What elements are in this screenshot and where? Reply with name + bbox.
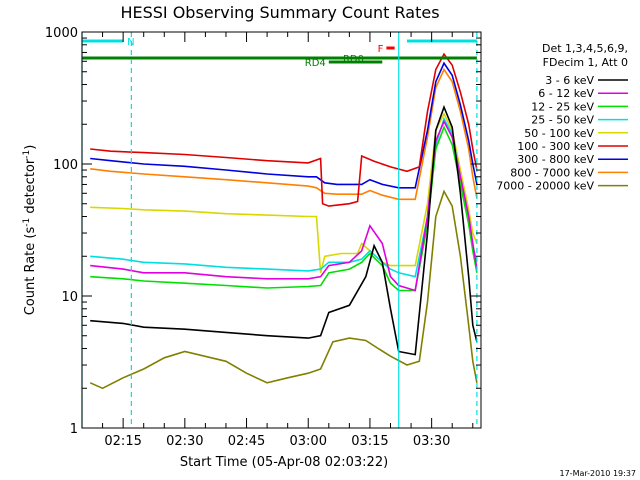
legend-entry-label: 800 - 7000 keV — [510, 166, 594, 179]
flag-label-f: F — [378, 44, 384, 55]
series-line-9 — [89, 189, 478, 390]
legend-entry-label: 300 - 800 keV — [517, 153, 594, 166]
plot-frame — [81, 31, 482, 429]
y-label-close: ) — [23, 145, 38, 150]
legend-entry-label: 50 - 100 keV — [524, 127, 594, 140]
series-line-3 — [90, 125, 478, 292]
y-tick-label: 1 — [70, 422, 78, 437]
y-tick-label: 100 — [53, 158, 78, 173]
x-axis-label: Start Time (05-Apr-08 02:03:22) — [180, 455, 388, 470]
y-label-mid: detector — [23, 158, 38, 218]
x-tick-label: 03:30 — [413, 434, 450, 449]
legend-entry-label: 12 - 25 keV — [531, 100, 594, 113]
series-line-5 — [90, 112, 478, 273]
y-axis-label: Count Rate (s-1 detector-1) — [22, 145, 38, 316]
plot-area — [89, 52, 478, 390]
series-line-8 — [90, 67, 478, 201]
chart-title: HESSI Observing Summary Count Rates — [120, 3, 439, 22]
x-tick-label: 03:00 — [290, 434, 327, 449]
legend-entry-label: 3 - 6 keV — [545, 74, 594, 87]
legend: Det 1,3,4,5,6,9,FDecim 1, Att 0 3 - 6 keV… — [496, 42, 628, 193]
x-tick-label: 02:45 — [228, 434, 265, 449]
series-line-6 — [90, 52, 478, 207]
y-label-main: Count Rate (s — [23, 227, 38, 316]
series-line-1 — [90, 104, 478, 356]
flag-label-rd4: RD4 — [305, 58, 326, 69]
y-tick-label: 1000 — [45, 26, 78, 41]
legend-header-line: Det 1,3,4,5,6,9, — [542, 42, 628, 55]
series-line-7 — [90, 61, 478, 189]
x-tick-label: 03:15 — [351, 434, 388, 449]
x-axis: 02:15 02:30 02:45 03:00 03:15 03:30 — [81, 32, 474, 449]
legend-header-line: FDecim 1, Att 0 — [543, 56, 628, 69]
y-label-sup2: -1 — [22, 150, 32, 159]
y-axis: 1 10 100 1000 — [45, 26, 481, 437]
y-tick-label: 10 — [61, 290, 78, 305]
legend-entry-label: 100 - 300 keV — [517, 140, 594, 153]
flag-label-rd0: RD0 — [343, 54, 364, 65]
legend-entry-label: 6 - 12 keV — [538, 87, 594, 100]
legend-entry-label: 7000 - 20000 keV — [496, 180, 594, 193]
legend-entry-label: 25 - 50 keV — [531, 114, 594, 127]
x-tick-label: 02:30 — [166, 434, 203, 449]
x-tick-label: 02:15 — [104, 434, 141, 449]
footer-timestamp: 17-Mar-2010 19:37 — [560, 469, 637, 478]
y-label-sup1: -1 — [22, 218, 32, 227]
